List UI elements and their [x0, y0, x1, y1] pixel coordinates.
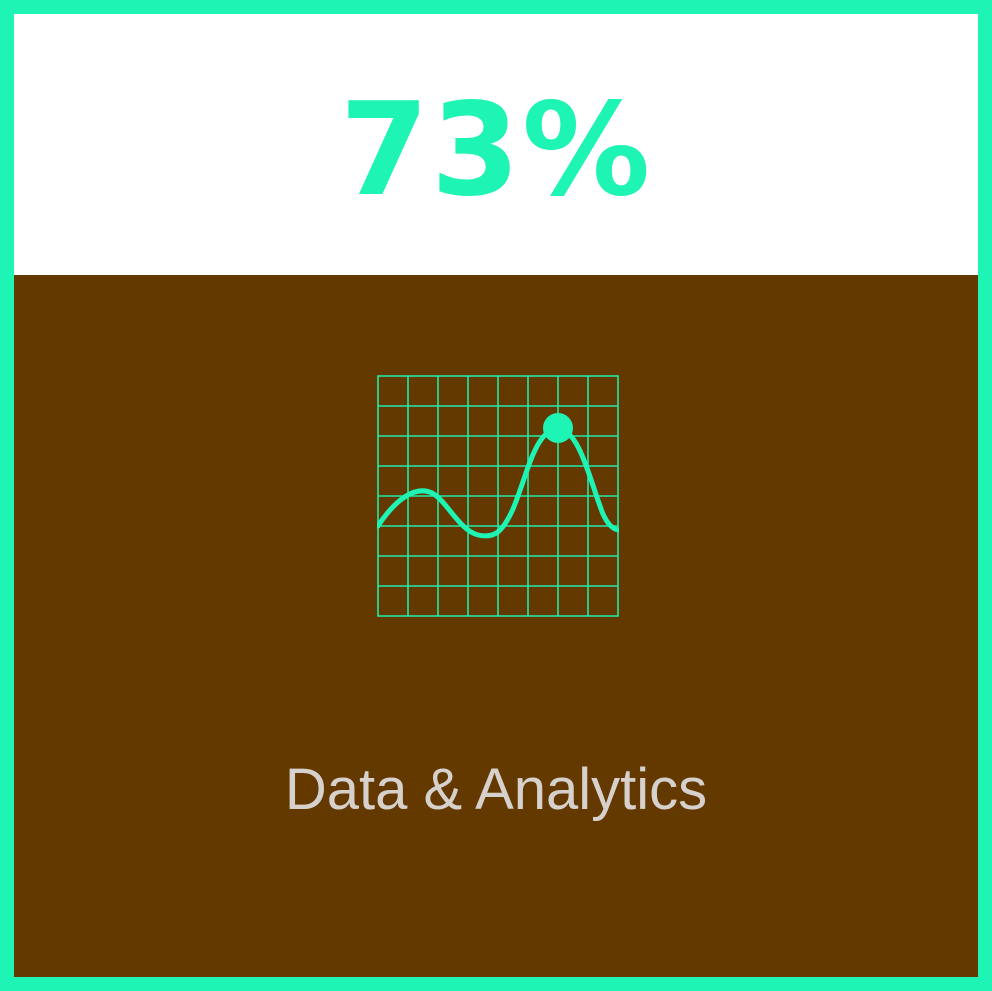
stat-value: 73%: [339, 76, 653, 225]
line-chart-icon: [377, 375, 619, 617]
stat-panel: 73%: [14, 14, 978, 275]
category-panel: Data & Analytics: [14, 275, 978, 977]
category-label: Data & Analytics: [284, 757, 708, 822]
